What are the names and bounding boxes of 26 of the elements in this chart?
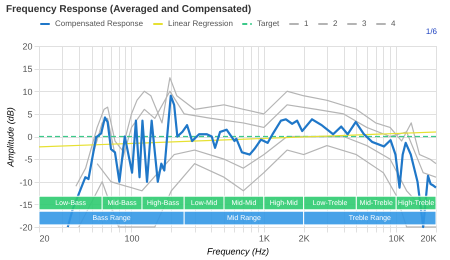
text: 1/6 bbox=[426, 27, 438, 36]
legend-label: 4 bbox=[391, 19, 396, 28]
y-tick-label: -20 bbox=[19, 222, 32, 232]
x-tick-label: 1K bbox=[258, 234, 270, 244]
legend-label: Linear Regression bbox=[168, 19, 233, 28]
y-tick-label: 20 bbox=[22, 42, 32, 52]
x-tick-label: 20K bbox=[420, 234, 436, 244]
y-tick-label: 15 bbox=[22, 64, 32, 74]
y-tick-label: -15 bbox=[19, 200, 32, 210]
x-tick-label: 2K bbox=[298, 234, 310, 244]
y-tick-label: -5 bbox=[24, 154, 32, 165]
x-tick-label: 20 bbox=[40, 234, 50, 244]
y-axis-title: Amplitude (dB) bbox=[5, 107, 16, 168]
legend-label: Compensated Response bbox=[55, 19, 144, 28]
x-axis-title: Frequency (Hz) bbox=[206, 246, 270, 256]
legend-label: 3 bbox=[362, 19, 367, 28]
y-tick-label: 5 bbox=[27, 109, 32, 120]
chart-title: Frequency Response (Averaged and Compensated) bbox=[6, 4, 252, 15]
y-tick-label: -10 bbox=[19, 177, 32, 188]
legend-label: Target bbox=[257, 19, 280, 28]
x-tick-label: 100 bbox=[124, 234, 140, 244]
x-tick-label: 10K bbox=[388, 234, 405, 244]
legend-label: 1 bbox=[304, 19, 309, 28]
legend-label: 2 bbox=[333, 19, 338, 28]
y-tick-label: 10 bbox=[22, 86, 32, 97]
y-tick-label: 0 bbox=[27, 132, 32, 142]
